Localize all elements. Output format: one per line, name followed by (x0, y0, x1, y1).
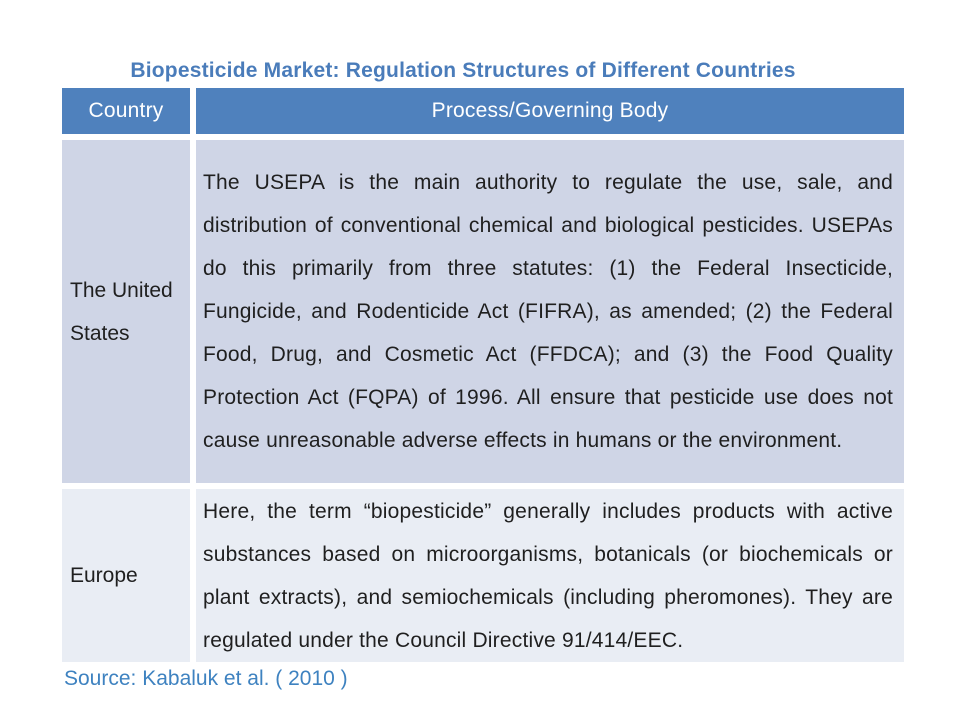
regulation-table: Country Process/Governing Body The Unite… (62, 88, 904, 662)
column-header-country: Country (62, 88, 190, 134)
source-caption: Source: Kabaluk et al. ( 2010 ) (64, 667, 348, 690)
page-title: Biopesticide Market: Regulation Structur… (130, 59, 796, 82)
row-us-process-cell: The USEPA is the main authority to regul… (196, 140, 904, 483)
column-header-process: Process/Governing Body (196, 88, 904, 134)
row-us-country-cell: The United States (62, 140, 190, 483)
row-us-process-text: The USEPA is the main authority to regul… (203, 171, 893, 452)
row-europe-country-cell: Europe (62, 489, 190, 662)
row-europe-process-cell: Here, the term “biopesticide” generally … (196, 489, 904, 662)
row-europe-process-text: Here, the term “biopesticide” generally … (203, 499, 893, 652)
